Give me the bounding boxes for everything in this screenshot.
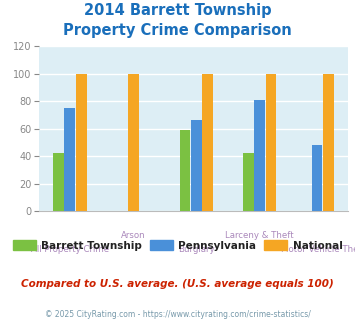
- Bar: [191, 120, 202, 211]
- Text: Property Crime Comparison: Property Crime Comparison: [63, 23, 292, 38]
- Text: All Property Crime: All Property Crime: [31, 245, 109, 253]
- Bar: [312, 145, 322, 211]
- Bar: [323, 74, 334, 211]
- Text: 2014 Barrett Township: 2014 Barrett Township: [84, 3, 271, 18]
- Bar: [254, 100, 265, 211]
- Text: Burglary: Burglary: [178, 245, 215, 253]
- Text: Larceny & Theft: Larceny & Theft: [225, 231, 294, 240]
- Bar: [180, 130, 190, 211]
- Bar: [266, 74, 276, 211]
- Bar: [53, 153, 64, 211]
- Text: Arson: Arson: [121, 231, 146, 240]
- Bar: [128, 74, 138, 211]
- Bar: [202, 74, 213, 211]
- Text: Motor Vehicle Theft: Motor Vehicle Theft: [281, 245, 355, 253]
- Bar: [76, 74, 87, 211]
- Text: Compared to U.S. average. (U.S. average equals 100): Compared to U.S. average. (U.S. average …: [21, 279, 334, 289]
- Legend: Barrett Township, Pennsylvania, National: Barrett Township, Pennsylvania, National: [9, 236, 346, 255]
- Bar: [243, 153, 253, 211]
- Text: © 2025 CityRating.com - https://www.cityrating.com/crime-statistics/: © 2025 CityRating.com - https://www.city…: [45, 310, 310, 319]
- Bar: [65, 108, 75, 211]
